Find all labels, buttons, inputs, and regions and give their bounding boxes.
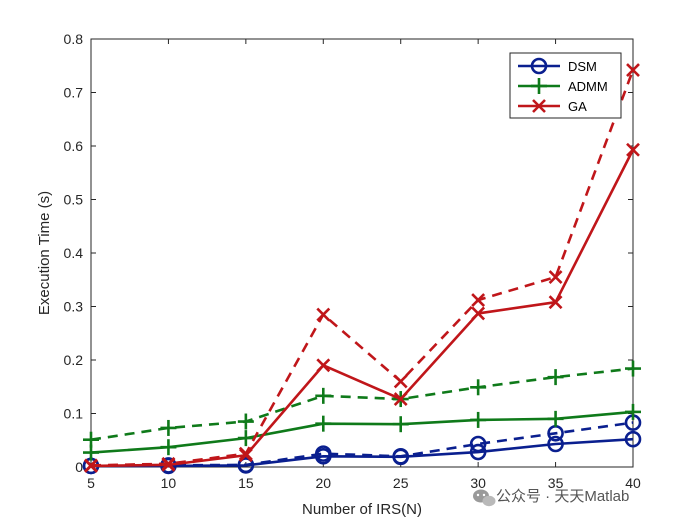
data-point-marker (237, 413, 254, 430)
data-point-marker (161, 456, 176, 471)
series-line (90, 410, 634, 454)
data-point-marker (237, 430, 254, 447)
series-admm-dashed (83, 360, 641, 448)
y-axis-ticks: 0 0.1 0.2 0.3 0.4 0.5 0.6 0.7 0.8 (64, 31, 633, 475)
data-point-marker (316, 358, 331, 373)
data-point-marker (547, 410, 564, 427)
data-point-marker (547, 369, 564, 386)
data-point-marker (83, 431, 99, 448)
data-point-marker (469, 443, 487, 461)
watermark: 公众号 · 天天Matlab (473, 488, 629, 507)
data-point-marker (160, 439, 177, 456)
y-tick-label: 0.2 (64, 352, 84, 368)
data-point-marker (392, 447, 410, 465)
data-point-marker (392, 416, 409, 433)
series-line (90, 69, 635, 467)
wechat-icon (473, 489, 496, 507)
data-point-marker (314, 445, 332, 462)
x-tick-label: 30 (470, 475, 486, 491)
data-point-marker (469, 435, 487, 453)
y-tick-label: 0.1 (64, 406, 84, 422)
data-point-marker (237, 456, 255, 474)
legend-item-dsm: DSM (518, 57, 597, 75)
x-tick-label: 10 (161, 475, 177, 491)
legend-item-ga: GA (518, 99, 587, 114)
legend-label: DSM (568, 59, 597, 74)
data-point-marker (625, 360, 641, 377)
y-axis-label: Execution Time (s) (36, 191, 53, 315)
x-tick-label: 15 (238, 475, 254, 491)
x-tick-label: 20 (315, 475, 331, 491)
legend-marker (531, 78, 547, 94)
watermark-text: 公众号 · 天天Matlab (496, 488, 629, 505)
y-tick-label: 0.5 (64, 192, 84, 208)
series-ga-dashed (84, 63, 640, 473)
x-tick-label: 25 (393, 475, 409, 491)
data-point-marker (84, 458, 98, 473)
x-tick-label: 5 (87, 475, 95, 491)
series-dsm-dashed (82, 414, 642, 475)
data-point-marker (160, 419, 177, 436)
legend-marker (532, 99, 546, 113)
data-point-marker (315, 415, 332, 432)
data-point-marker (471, 306, 486, 321)
data-point-marker (624, 430, 642, 448)
y-tick-label: 0.8 (64, 31, 84, 47)
data-point-marker (315, 387, 332, 404)
y-tick-label: 0.4 (64, 245, 84, 261)
data-point-marker (316, 307, 331, 322)
y-tick-label: 0.3 (64, 299, 84, 315)
legend-marker (530, 57, 548, 75)
data-point-marker (470, 379, 487, 396)
series-layer (82, 63, 642, 475)
data-point-marker (548, 295, 563, 310)
y-tick-label: 0.7 (64, 85, 84, 101)
data-point-marker (471, 293, 486, 307)
data-point-marker (548, 270, 563, 284)
series-line (90, 421, 634, 468)
data-point-marker (547, 435, 564, 453)
x-tick-label: 35 (548, 475, 564, 491)
x-axis-ticks: 5 10 15 20 25 30 35 40 (87, 39, 641, 491)
data-point-marker (393, 374, 408, 389)
legend-item-admm: ADMM (518, 78, 608, 94)
x-tick-label: 40 (625, 475, 641, 491)
data-point-marker (625, 403, 641, 420)
y-tick-label: 0 (75, 459, 83, 475)
data-point-marker (626, 63, 640, 77)
legend-label: GA (568, 99, 587, 114)
x-axis-label: Number of IRS(N) (302, 501, 422, 518)
y-tick-label: 0.6 (64, 138, 84, 154)
data-point-marker (470, 411, 487, 428)
data-point-marker (393, 392, 408, 406)
legend-label: ADMM (568, 79, 608, 94)
legend: DSM ADMM GA (509, 52, 622, 119)
data-point-marker (238, 446, 253, 461)
data-point-marker (626, 142, 640, 157)
series-line (90, 367, 634, 442)
